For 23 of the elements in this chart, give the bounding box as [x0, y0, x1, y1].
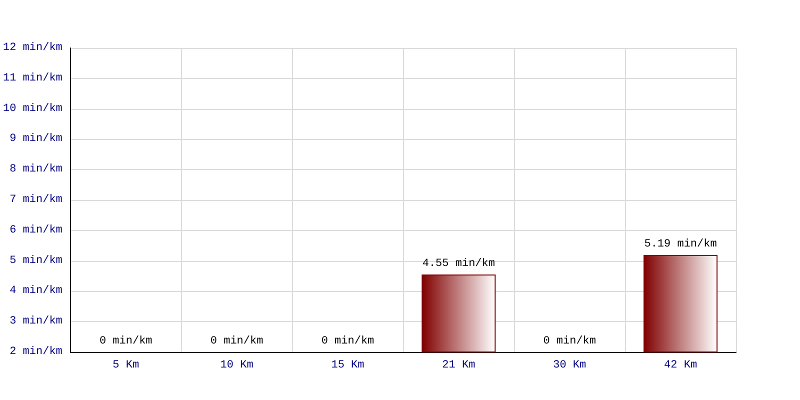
data-label: 4.55 min/km [422, 258, 496, 270]
y-tick-label: 11 min/km [2, 72, 63, 84]
data-label: 5.19 min/km [644, 238, 718, 251]
x-tick-label: 10 Km [220, 360, 254, 372]
y-tick-label: 9 min/km [10, 133, 63, 146]
y-tick-label: 10 min/km [2, 102, 63, 115]
x-tick-label: 5 Km [112, 360, 140, 372]
x-tick-label: 42 Km [664, 360, 698, 372]
text: 0 min/km [543, 336, 596, 348]
text: 0 min/km [210, 336, 264, 348]
y-tick-label: 12 min/km [2, 42, 63, 54]
text: 0 min/km [99, 336, 152, 348]
x-tick-label: 30 Km [553, 360, 586, 372]
y-tick-label: 5 min/km [10, 254, 63, 267]
y-tick-label: 6 min/km [10, 224, 63, 236]
x-tick-label: 21 Km [442, 360, 476, 372]
y-tick-label: 2 min/km [10, 346, 63, 358]
y-tick-label: 7 min/km [10, 194, 63, 206]
x-tick-label: 15 Km [331, 360, 365, 372]
y-tick-label: 3 min/km [10, 316, 63, 328]
y-tick-label: 4 min/km [10, 285, 63, 298]
y-tick-label: 8 min/km [10, 164, 63, 176]
text: 0 min/km [321, 336, 374, 348]
